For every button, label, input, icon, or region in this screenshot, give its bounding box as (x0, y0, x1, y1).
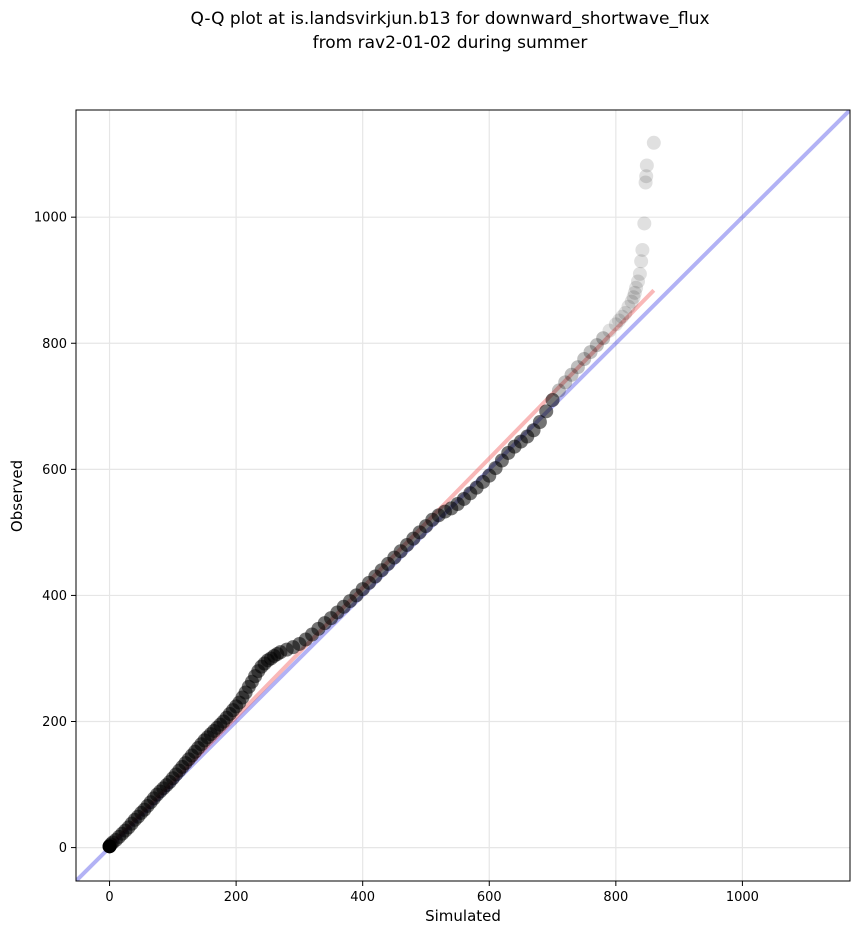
y-axis-label: Observed (8, 460, 26, 532)
x-tick-label: 0 (105, 890, 113, 905)
y-axis-ticks: 0 200 400 600 800 1000 (34, 211, 76, 856)
data-point (608, 317, 623, 332)
data-point (621, 299, 636, 314)
data-point (627, 285, 642, 300)
data-point (564, 367, 579, 382)
data-point (637, 216, 652, 231)
data-point (634, 254, 649, 269)
data-point (626, 290, 641, 305)
data-point (589, 338, 604, 353)
y-tick-label: 800 (42, 337, 67, 352)
data-point (615, 309, 630, 324)
data-point (551, 383, 566, 398)
data-point (635, 242, 650, 257)
data-point (629, 280, 644, 295)
y-tick-label: 600 (42, 463, 67, 478)
x-tick-label: 400 (350, 890, 375, 905)
data-point (583, 345, 598, 360)
data-point (539, 404, 554, 419)
data-point (596, 331, 611, 346)
data-point (639, 169, 654, 184)
grid-lines (76, 110, 850, 881)
data-point (577, 352, 592, 367)
data-point (532, 415, 547, 430)
data-point (618, 305, 633, 320)
data-point (612, 313, 627, 328)
x-tick-label: 200 (224, 890, 249, 905)
data-point (630, 274, 645, 289)
data-points (102, 135, 661, 854)
y-tick-label: 400 (42, 589, 67, 604)
y-tick-label: 1000 (34, 211, 67, 226)
x-axis-ticks: 0 200 400 600 800 1000 (105, 881, 759, 905)
chart-title-line-1: Q-Q plot at is.landsvirkjun.b13 for down… (190, 9, 709, 29)
y-tick-label: 0 (59, 841, 67, 856)
data-point (646, 135, 661, 150)
data-point (545, 392, 560, 407)
data-point (624, 294, 639, 309)
x-tick-label: 800 (603, 890, 628, 905)
x-tick-label: 1000 (726, 890, 759, 905)
data-point (558, 375, 573, 390)
data-point (639, 158, 654, 173)
chart-title-line-2: from rav2-01-02 during summer (313, 33, 588, 53)
x-tick-label: 600 (477, 890, 502, 905)
data-point (570, 360, 585, 375)
y-tick-label: 200 (42, 715, 67, 730)
data-point (102, 839, 117, 854)
data-point (632, 266, 647, 281)
x-axis-label: Simulated (425, 907, 501, 925)
plot-frame (75, 109, 851, 882)
data-point (638, 175, 653, 190)
data-point (602, 323, 617, 338)
